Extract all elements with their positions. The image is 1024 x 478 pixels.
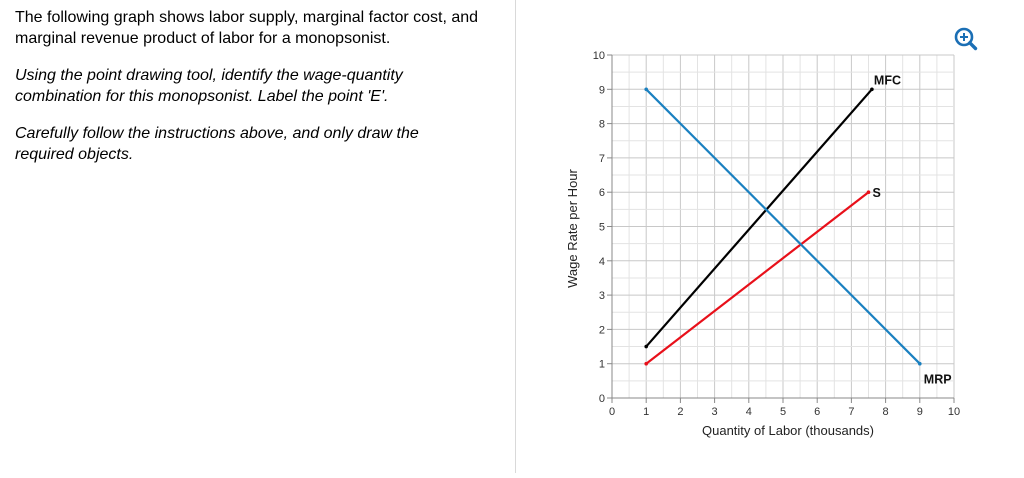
mrp-endpoint <box>918 361 922 366</box>
grid <box>611 54 955 399</box>
axes: 0 1 2 3 4 5 6 7 8 9 10 0 1 2 3 4 5 6 7 8 9 10 <box>593 50 960 418</box>
x-tick-label: 7 <box>848 406 854 418</box>
y-tick-label: 3 <box>599 290 605 302</box>
question-intro-line-1: The following graph shows labor supply, … <box>15 9 479 26</box>
y-tick-label: 7 <box>599 153 605 165</box>
zoom-icon-handle <box>968 41 978 51</box>
s-endpoint <box>866 190 871 194</box>
series <box>644 87 922 366</box>
question-instruction-line-2: combination for this monopsonist. Label … <box>15 88 389 105</box>
x-tick-label: 9 <box>917 406 923 418</box>
y-tick-label: 4 <box>599 256 605 268</box>
y-axis-label: Wage Rate per Hour <box>565 168 580 287</box>
y-tick-label: 0 <box>599 393 605 405</box>
mfc-curve <box>645 88 873 348</box>
question-panel: The following graph shows labor supply, … <box>0 0 516 473</box>
mfc-endpoint <box>870 87 874 92</box>
y-tick-label: 2 <box>599 324 605 336</box>
labels: MFC S MRP <box>873 73 952 386</box>
x-tick-label: 2 <box>677 406 683 418</box>
question-note-line-2: required objects. <box>15 146 134 163</box>
question-intro-line-2: marginal revenue product of labor for a … <box>15 30 391 47</box>
mrp-endpoint <box>644 87 648 92</box>
mrp-label: MRP <box>924 373 952 387</box>
question-note-line-1: Carefully follow the instructions above,… <box>15 125 419 142</box>
x-tick-label: 5 <box>780 406 786 418</box>
y-tick-label: 9 <box>599 84 605 96</box>
y-tick-label: 1 <box>599 359 605 371</box>
question-instruction-line-1: Using the point drawing tool, identify t… <box>15 67 403 84</box>
x-tick-label: 0 <box>609 406 615 418</box>
zoom-icon-ring <box>954 27 974 47</box>
y-tick-label: 8 <box>599 119 605 131</box>
x-tick-label: 8 <box>883 406 889 418</box>
s-endpoint <box>644 361 648 366</box>
mrp-curve <box>645 88 921 365</box>
x-tick-label: 6 <box>814 406 820 418</box>
s-label: S <box>873 186 881 200</box>
x-tick-label: 10 <box>948 406 960 418</box>
chart-area[interactable]: 0 1 2 3 4 5 6 7 8 9 10 0 1 2 3 4 5 6 7 8 9 10 MFC S MRP Quantit… <box>517 0 1024 473</box>
y-tick-label: 10 <box>593 50 605 62</box>
y-tick-label: 6 <box>599 187 605 199</box>
y-tick-label: 5 <box>599 222 605 234</box>
zoom-in-icon[interactable] <box>954 27 978 51</box>
mfc-endpoint <box>644 344 648 349</box>
x-tick-label: 1 <box>643 406 649 418</box>
labor-market-chart[interactable]: 0 1 2 3 4 5 6 7 8 9 10 0 1 2 3 4 5 6 7 8 9 10 MFC S MRP Quantit… <box>517 0 1024 473</box>
s-curve <box>645 191 870 365</box>
x-axis-label: Quantity of Labor (thousands) <box>702 423 874 438</box>
mfc-label: MFC <box>874 73 901 87</box>
x-tick-label: 3 <box>712 406 718 418</box>
x-tick-label: 4 <box>746 406 752 418</box>
